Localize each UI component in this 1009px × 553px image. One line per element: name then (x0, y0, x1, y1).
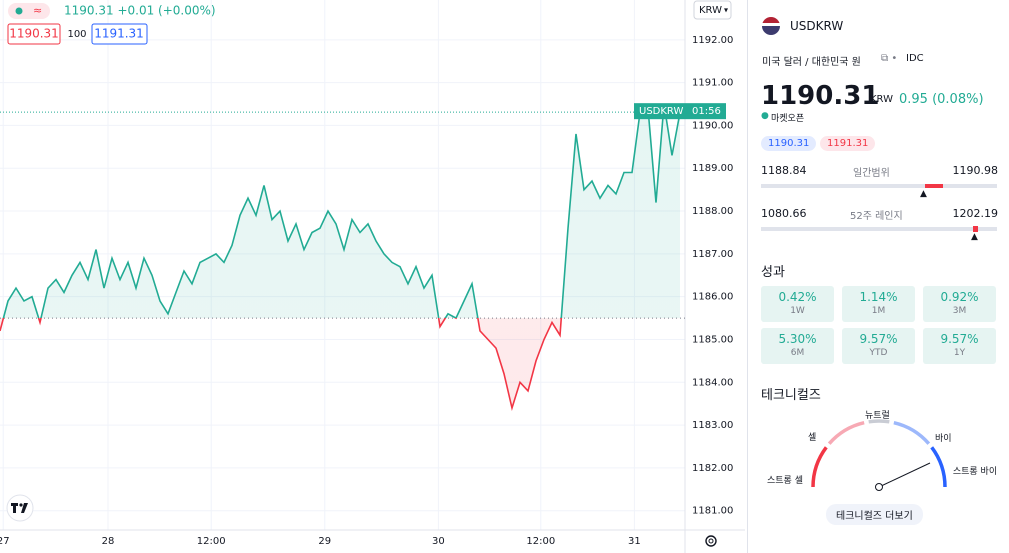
tv-logo (6, 494, 34, 522)
chart: ≈ 1190.31 +0.01 (+0.00%) 1190.31 100 119… (0, 0, 745, 553)
y-tick-label: 1188.00 (692, 206, 733, 217)
gauge-arc (893, 420, 931, 445)
currency: KRW (699, 5, 722, 16)
performance-value: 9.57% (859, 332, 898, 346)
week52-bar (761, 227, 997, 231)
y-tick-label: 1185.00 (692, 334, 733, 345)
settings-icon[interactable] (705, 535, 717, 547)
day-high: 1190.98 (952, 164, 999, 177)
y-tick-label: 1184.00 (692, 377, 733, 388)
performance-value: 0.92% (940, 290, 979, 304)
dropdown-arrow: ▾ (724, 6, 728, 15)
ask: 1191.31 (94, 27, 144, 41)
area (0, 104, 680, 408)
week52-low: 1080.66 (761, 207, 807, 220)
y-tick-label: 1189.00 (692, 163, 733, 174)
description: 미국 달러 / 대한민국 원 (762, 57, 861, 68)
day-low: 1188.84 (761, 164, 807, 177)
change: 0.95 (0.08%) (899, 92, 984, 107)
x-tick-label: 27 (0, 536, 10, 547)
week52-marker: ▲ (971, 232, 978, 242)
y-tick-label: 1191.00 (692, 78, 733, 89)
header-quote: 1190.31 +0.01 (+0.00%) (64, 4, 216, 18)
performance-tile[interactable]: 9.57% YTD (842, 328, 915, 364)
week52-fill (973, 226, 978, 232)
y-tick-label: 1181.00 (692, 506, 733, 517)
gauge (811, 419, 947, 491)
y-tick-label: 1187.00 (692, 249, 733, 260)
performance-value: 1.14% (859, 290, 898, 304)
x-tick-label: 29 (318, 536, 331, 547)
y-tick-label: 1192.00 (692, 35, 733, 46)
bid-box (7, 23, 61, 45)
gauge-neutral: 뉴트럴 (865, 411, 890, 421)
performance-tile[interactable]: 0.92% 3M (923, 286, 996, 322)
status-icon: ≈ (33, 4, 42, 17)
technicals-title: 테크니컬즈 (761, 388, 821, 403)
status-dot (15, 7, 23, 15)
x-tick-label: 31 (628, 536, 641, 547)
symbol: USDKRW (790, 19, 844, 33)
price: 1190.31 (761, 81, 880, 111)
performance-value: 5.30% (778, 332, 817, 346)
status-dot: ● (761, 111, 769, 121)
performance-label: 1Y (953, 348, 966, 358)
flag-icon (762, 17, 780, 35)
performance-tile[interactable]: 5.30% 6M (761, 328, 834, 364)
ask-box (91, 23, 148, 45)
side-panel: USDKRW 미국 달러 / 대한민국 원 ⧉ • IDC 1190.31 KR… (747, 0, 1009, 553)
currency-dropdown[interactable] (693, 0, 732, 20)
status-pill (8, 3, 50, 19)
y-tick-label: 1186.00 (692, 292, 733, 303)
x-tick-label: 30 (432, 536, 445, 547)
ask-pill: 1191.31 (820, 136, 876, 151)
x-tick-label: 28 (102, 536, 115, 547)
gauge-arc (868, 419, 890, 424)
performance-tile[interactable]: 9.57% 1Y (923, 328, 996, 364)
performance-tile[interactable]: 0.42% 1W (761, 286, 834, 322)
gauge-arc (827, 420, 865, 445)
price-tag-time: 01:56 (692, 106, 721, 117)
bid: 1190.31 (9, 27, 59, 41)
performance-label: 6M (790, 348, 805, 358)
performance-label: YTD (869, 348, 888, 358)
gauge-sell: 셀 (808, 433, 817, 443)
source: IDC (906, 53, 924, 64)
gauge-arc (811, 446, 828, 488)
price-currency: KRW (870, 94, 893, 105)
y-tick-label: 1190.00 (692, 120, 733, 131)
y-tick-label: 1182.00 (692, 463, 733, 474)
x-tick-label: 12:00 (526, 536, 555, 547)
bid-pill: 1190.31 (761, 136, 817, 151)
price-line (0, 103, 681, 412)
price-tag (634, 103, 726, 120)
performance-tile[interactable]: 1.14% 1M (842, 286, 915, 322)
gauge-needle (878, 462, 931, 488)
gauge-buy: 바이 (935, 434, 952, 444)
gauge-strong-buy: 스트롱 바이 (952, 467, 998, 477)
day-range-label: 일간범위 (853, 168, 890, 179)
performance-label: 1W (790, 306, 805, 316)
day-range-bar (761, 184, 997, 188)
gauge-pivot (875, 483, 883, 491)
week52-label: 52주 레인지 (850, 211, 903, 222)
performance-value: 9.57% (940, 332, 979, 346)
size: 100 (67, 29, 86, 40)
price-tag-name: USDKRW (639, 106, 683, 117)
performance-label: 3M (952, 306, 967, 316)
gauge-arc (930, 446, 947, 488)
gauge-strong-sell: 스트롱 셀 (767, 476, 803, 486)
performance-label: 1M (871, 306, 886, 316)
performance-value: 0.42% (778, 290, 817, 304)
day-range-marker: ▲ (920, 189, 927, 199)
day-range-fill (925, 184, 943, 188)
technicals-button[interactable]: 테크니컬즈 더보기 (826, 504, 923, 525)
market-status: 마켓오픈 (771, 114, 805, 124)
y-tick-label: 1183.00 (692, 420, 733, 431)
link-icon[interactable]: ⧉ • (881, 53, 898, 64)
x-tick-label: 12:00 (197, 536, 226, 547)
week52-high: 1202.19 (952, 207, 999, 220)
performance-title: 성과 (761, 265, 785, 280)
